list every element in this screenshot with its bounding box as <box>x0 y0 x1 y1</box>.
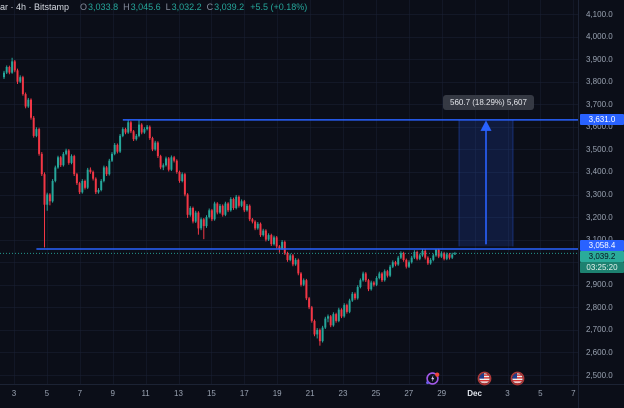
high-label: H <box>123 2 130 12</box>
symbol-title[interactable]: lar · 4h · Bitstamp <box>0 2 70 12</box>
price-tick-label: 3,500.0 <box>586 144 613 154</box>
price-tick-label: 3,600.0 <box>586 122 613 132</box>
time-tick-label: 5 <box>538 389 543 398</box>
axis-corner <box>578 384 624 408</box>
time-tick-label: 23 <box>338 389 348 398</box>
price-tick-label: 3,900.0 <box>586 54 613 64</box>
symbol-legend[interactable]: lar · 4h · Bitstamp O 3,033.8 H 3,045.6 … <box>0 2 307 12</box>
us-flag-event-icon[interactable] <box>477 371 492 386</box>
chart-canvas[interactable] <box>0 0 578 384</box>
price-tick-label: 2,600.0 <box>586 347 613 357</box>
time-tick-label: Dec <box>467 389 482 398</box>
time-tick-label: 21 <box>305 389 315 398</box>
time-tick-label: 7 <box>571 389 576 398</box>
bar-countdown-label: 03:25:20 <box>580 262 624 273</box>
price-tick-label: 4,100.0 <box>586 9 613 19</box>
time-tick-label: 15 <box>206 389 216 398</box>
price-tick-label: 2,900.0 <box>586 280 613 290</box>
price-tick-label: 3,400.0 <box>586 167 613 177</box>
time-tick-label: 13 <box>174 389 183 398</box>
price-tick-label: 3,200.0 <box>586 212 613 222</box>
high-value: 3,045.6 <box>130 2 161 12</box>
low-label: L <box>165 2 171 12</box>
chart-pane[interactable]: lar · 4h · Bitstamp O 3,033.8 H 3,045.6 … <box>0 0 578 384</box>
crypto-event-icon[interactable] <box>425 371 440 386</box>
time-tick-label: 27 <box>404 389 414 398</box>
horizontal-line-drawings[interactable] <box>36 119 578 250</box>
price-tick-label: 2,800.0 <box>586 302 613 312</box>
time-tick-label: 17 <box>239 389 249 398</box>
range-measure-tooltip: 560.7 (18.29%) 5,607 <box>443 95 534 110</box>
close-value: 3,039.2 <box>214 2 245 12</box>
time-tick-label: 29 <box>437 389 447 398</box>
range-arrow-head <box>480 120 492 131</box>
level-price-label: 3,631.0 <box>580 114 624 126</box>
price-range-tool[interactable] <box>458 119 514 247</box>
open-label: O <box>80 2 88 12</box>
time-tick-label: 9 <box>110 389 115 398</box>
price-tick-label: 2,700.0 <box>586 325 613 335</box>
time-tick-label: 3 <box>505 389 510 398</box>
time-tick-label: 7 <box>77 389 83 398</box>
change-value: +5.5 (+0.18%) <box>250 2 308 12</box>
price-axis[interactable]: 4,100.0 4,000.0 3,900.0 3,800.0 3,700.0 3,600… <box>578 0 624 384</box>
price-tick-label: 4,000.0 <box>586 32 613 42</box>
time-tick-label: 11 <box>141 389 150 398</box>
time-tick-label: 25 <box>371 389 381 398</box>
last-price-label: 3,039.2 <box>580 251 624 262</box>
level-price-label: 3,058.4 <box>580 240 624 251</box>
price-tick-label: 3,700.0 <box>586 99 613 109</box>
price-tick-label: 3,100.0 <box>586 235 613 244</box>
time-tick-label: 5 <box>44 389 50 398</box>
open-value: 3,033.8 <box>88 2 119 12</box>
price-tick-label: 3,300.0 <box>586 190 613 199</box>
time-tick-label: 3 <box>11 389 17 398</box>
low-value: 3,032.2 <box>171 2 202 12</box>
us-flag-event-icon[interactable] <box>510 371 525 386</box>
candlestick-series <box>3 57 456 346</box>
price-tick-label: 3,800.0 <box>586 77 613 87</box>
range-measure-text: 560.7 (18.29%) 5,607 <box>450 98 527 107</box>
time-axis[interactable]: 3 5 7 9 11 13 15 17 19 21 23 25 27 29 Dec 3 5 7 <box>0 384 578 408</box>
price-tick-label: 2,500.0 <box>586 370 613 380</box>
close-label: C <box>206 2 214 12</box>
time-tick-label: 19 <box>272 389 282 398</box>
